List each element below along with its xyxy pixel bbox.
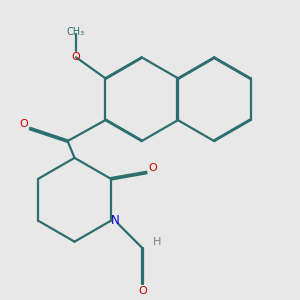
Text: O: O	[72, 52, 80, 62]
Text: O: O	[138, 286, 147, 296]
Text: CH₃: CH₃	[67, 27, 85, 37]
Text: O: O	[148, 163, 157, 173]
Text: H: H	[153, 237, 161, 247]
Text: O: O	[19, 119, 28, 129]
Text: N: N	[111, 214, 119, 227]
